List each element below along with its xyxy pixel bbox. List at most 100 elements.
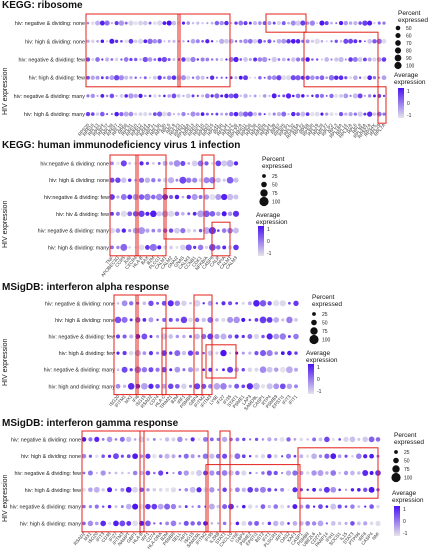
dot	[114, 505, 118, 509]
dot	[171, 454, 176, 459]
dot	[145, 228, 150, 233]
panel-title: KEGG: human immunodeficiency virus 1 inf…	[2, 140, 241, 151]
dot	[233, 56, 239, 63]
dot	[381, 57, 387, 62]
dot	[274, 351, 278, 355]
dot	[115, 383, 121, 389]
dot	[254, 437, 259, 442]
dot	[195, 112, 200, 117]
dot	[272, 112, 276, 116]
dot	[175, 245, 179, 249]
dot	[215, 160, 222, 167]
gene-label: RPS6	[117, 122, 129, 135]
row-label: hiv: high & dividing: none	[49, 178, 109, 184]
dot	[193, 299, 201, 307]
dot	[349, 94, 352, 98]
row-label: hiv: negative & dividing: many	[14, 94, 86, 100]
dot	[286, 39, 291, 44]
dot	[215, 368, 219, 371]
size-legend-dot	[394, 450, 398, 454]
dot	[174, 383, 180, 389]
dot	[242, 437, 246, 442]
dot	[157, 503, 164, 510]
dot	[215, 318, 219, 322]
dot	[110, 58, 114, 61]
gene-label: RPL9	[165, 122, 177, 134]
gene-label: OAS2	[279, 531, 291, 544]
dot	[161, 300, 167, 306]
dot	[148, 94, 152, 98]
dot	[100, 520, 107, 527]
gene-label: IFIT1	[261, 531, 272, 543]
size-legend-dot	[394, 54, 402, 62]
dot	[175, 178, 179, 182]
dot	[149, 334, 153, 339]
dot	[133, 21, 138, 26]
dot	[138, 210, 145, 217]
dot	[109, 177, 115, 183]
dot	[330, 453, 337, 460]
dot	[287, 488, 290, 491]
dot	[222, 245, 227, 250]
size-legend: 25 50 75 100	[309, 312, 331, 345]
dot	[174, 227, 180, 234]
dot	[209, 437, 214, 442]
dot	[167, 177, 175, 184]
dot	[364, 505, 367, 508]
dot	[349, 76, 353, 80]
dot	[204, 161, 209, 166]
size-legend-label: 70	[406, 41, 412, 47]
dot	[320, 112, 324, 116]
dot	[268, 94, 271, 97]
dot	[276, 111, 282, 117]
dot	[148, 383, 154, 389]
dot	[215, 76, 218, 79]
gene-label: RPS9	[298, 122, 310, 135]
dot	[241, 351, 245, 355]
dot	[279, 333, 287, 340]
dot	[148, 351, 154, 356]
dot	[181, 300, 187, 306]
dot	[110, 211, 114, 216]
dot	[362, 20, 368, 26]
dot	[254, 487, 259, 492]
dot	[225, 58, 228, 61]
dot	[157, 245, 162, 250]
dot	[101, 438, 105, 441]
dot	[191, 21, 195, 25]
dot	[315, 93, 320, 98]
dot	[153, 58, 157, 61]
dot	[200, 57, 205, 62]
dot	[334, 93, 339, 98]
dot	[141, 367, 148, 373]
color-legend-title: Average expression	[394, 72, 426, 86]
dot	[82, 504, 86, 509]
dot	[180, 227, 186, 234]
color-legend-bar	[308, 364, 314, 394]
dot	[358, 21, 362, 25]
dot	[119, 520, 126, 527]
dot	[372, 76, 377, 80]
dot	[228, 503, 234, 510]
size-legend-label: 50	[322, 321, 328, 327]
dot	[88, 437, 93, 442]
dot	[228, 470, 234, 476]
dot	[306, 488, 309, 492]
dot	[144, 94, 147, 98]
dot	[295, 57, 301, 62]
dot	[119, 94, 124, 98]
dot	[134, 112, 138, 116]
dot	[128, 20, 134, 26]
dot	[209, 177, 216, 184]
dot	[249, 455, 252, 458]
dot	[310, 39, 314, 43]
dot	[113, 75, 120, 81]
dot	[234, 21, 238, 25]
dot	[129, 334, 134, 339]
row-label: hiv: high & dividing: many	[48, 245, 109, 251]
panel-ribosome: KEGG: ribosome HIV expression hiv: negat…	[0, 0, 428, 139]
color-legend-title: Average expression	[256, 212, 288, 226]
dot	[186, 228, 191, 233]
dot	[88, 454, 93, 458]
dot	[211, 162, 214, 165]
